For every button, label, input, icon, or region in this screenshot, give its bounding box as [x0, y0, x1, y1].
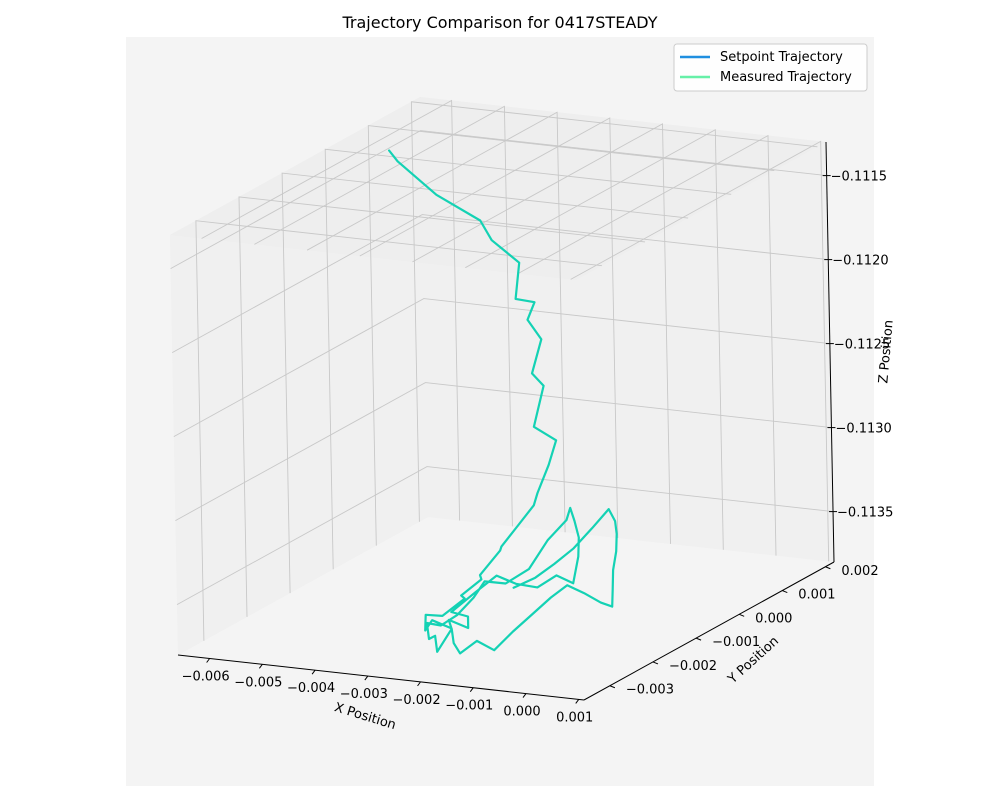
z-axis-label: Z Position: [876, 319, 896, 384]
x-axis-line: [177, 654, 585, 701]
tick-marks: −0.006 −0.005 −0.004 −0.003 −0.002 −0.001 0.00…: [182, 170, 894, 726]
x-tick-mark-5: [469, 687, 474, 693]
z-tick-label-2: −0.1125: [834, 338, 890, 353]
z-tick-label-4: −0.1135: [837, 506, 893, 521]
y-tick-mark-1: [652, 661, 659, 665]
axis-lines: [177, 141, 835, 701]
x-gridline-7: [570, 140, 830, 562]
z-gridline-0: [170, 130, 827, 269]
y-tick-label-3: 0.000: [755, 611, 792, 626]
x-gridline-6: [517, 134, 777, 556]
y-tick-mark-5: [825, 566, 831, 570]
y-tick-mark-4: [782, 590, 788, 594]
y-tick-mark-0: [609, 685, 616, 689]
x-tick-label-5: −0.001: [445, 699, 493, 714]
x-tick-mark-4: [417, 681, 421, 687]
grid-lines: [170, 99, 834, 641]
z-tick-label-1: −0.1120: [832, 254, 888, 269]
series-line-1: [388, 149, 618, 655]
z-tick-label-3: −0.1130: [835, 422, 891, 437]
z-axis-line: [825, 141, 835, 563]
x-gridline-0: [201, 99, 461, 521]
series-group: [388, 149, 618, 655]
x-tick-mark-6: [522, 693, 527, 698]
x-tick-label-0: −0.006: [182, 670, 230, 685]
y-gridline-2: [281, 172, 689, 594]
x-tick-label-4: −0.002: [392, 693, 440, 708]
x-gridline-4: [412, 123, 671, 544]
y-tick-mark-2: [695, 637, 702, 641]
y-gridline-0: [195, 220, 602, 641]
z-tick-label-0: −0.1115: [831, 170, 887, 185]
x-tick-label-2: −0.004: [287, 681, 335, 696]
y-tick-label-1: −0.002: [669, 659, 717, 674]
y-gridline-5: [410, 101, 818, 522]
y-tick-label-2: −0.001: [712, 635, 760, 650]
x-tick-mark-0: [206, 658, 211, 663]
x-tick-mark-3: [364, 675, 369, 681]
x-tick-mark-2: [311, 669, 316, 675]
side-pane: [170, 97, 428, 655]
y-tick-label-5: 0.002: [841, 564, 878, 579]
chart-title: Trajectory Comparison for 0417STEADY: [342, 13, 658, 32]
legend-frame: [673, 43, 868, 92]
z-gridline-3: [175, 382, 832, 521]
legend-label-measured: Measured Trajectory: [720, 70, 852, 85]
y-tick-label-4: 0.001: [798, 588, 835, 603]
y-gridline-4: [367, 125, 775, 546]
y-gridline-3: [324, 148, 732, 570]
z-gridline-2: [173, 298, 830, 437]
y-axis-line: [583, 561, 835, 701]
axis-panes: [170, 97, 834, 655]
x-tick-mark-7: [575, 699, 580, 704]
x-tick-label-7: 0.001: [556, 710, 593, 725]
y-gridline-1: [238, 196, 646, 617]
x-tick-label-1: −0.005: [234, 675, 282, 690]
y-tick-mark-3: [738, 613, 745, 617]
back-pane: [420, 97, 834, 562]
x-gridline-1: [254, 105, 513, 527]
x-gridline-2: [306, 111, 566, 533]
legend: Setpoint Trajectory Measured Trajectory: [673, 43, 868, 92]
x-gridline-3: [359, 117, 619, 539]
x-tick-label-3: −0.003: [340, 687, 388, 702]
legend-label-setpoint: Setpoint Trajectory: [720, 50, 843, 65]
y-tick-label-0: −0.003: [626, 683, 674, 698]
x-tick-label-6: 0.000: [503, 705, 540, 720]
z-gridline-1: [171, 214, 829, 353]
z-gridline-4: [176, 466, 834, 605]
x-tick-mark-1: [258, 664, 263, 669]
x-gridline-5: [465, 128, 724, 550]
